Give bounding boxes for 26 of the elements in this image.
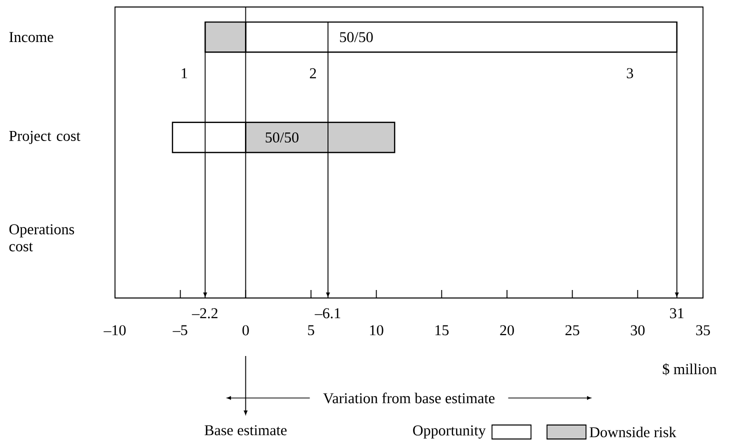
x-tick-label: 20 xyxy=(500,325,514,336)
legend-label: Downside risk xyxy=(590,426,676,438)
annotation: 50/50 xyxy=(340,32,373,42)
x-tick-label: 0 xyxy=(242,325,249,336)
annotation: 50/50 xyxy=(266,132,298,143)
x-tick-label: –5 xyxy=(172,325,188,336)
text: –6.1 xyxy=(314,308,340,318)
annotation: 2 xyxy=(310,68,316,78)
x-tick-label: 15 xyxy=(435,325,449,336)
text: Base estimate xyxy=(204,425,287,436)
annotation: 3 xyxy=(626,68,634,78)
y-tick-label: Project cost xyxy=(9,130,80,144)
x-tick-label: 5 xyxy=(308,325,314,336)
text: Opportunity xyxy=(413,425,486,439)
x-tick-label: 25 xyxy=(565,325,580,336)
x-axis-title: Variation from base estimate xyxy=(323,392,495,404)
annotation: 1 xyxy=(182,68,188,78)
x-tick-label: 10 xyxy=(370,325,384,336)
y-tick-label: Operations cost xyxy=(9,224,74,252)
text: –2.2 xyxy=(192,308,218,318)
x-tick-label: 35 xyxy=(696,325,710,336)
y-tick-label: Income xyxy=(9,32,54,42)
x-tick-label: –10 xyxy=(104,325,126,336)
text: $ million xyxy=(662,363,717,376)
text: 31 xyxy=(670,308,684,318)
x-tick-label: 30 xyxy=(630,325,645,336)
